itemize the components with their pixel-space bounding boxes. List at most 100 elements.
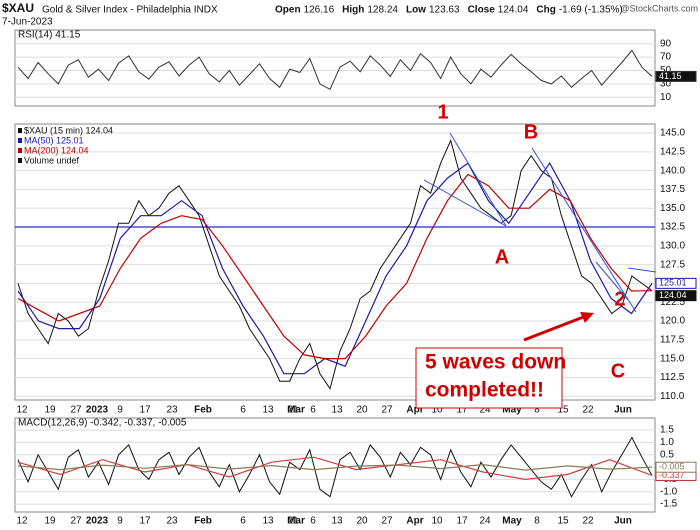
x-tick-label: 21 [287, 516, 299, 527]
x-tick-label: 8 [534, 405, 540, 416]
x-tick-label: Jun [614, 405, 632, 416]
x-tick-label: 15 [557, 405, 569, 416]
series-line [17, 139, 653, 390]
legend-swatch [18, 148, 22, 153]
x-tick-label: 20 [356, 405, 368, 416]
trend-line [595, 261, 629, 301]
quote-value: 124.04 [498, 5, 529, 16]
x-tick-label: 24 [479, 405, 491, 416]
x-tick-label: 23 [166, 516, 178, 527]
legend-entry: Volume undef [24, 155, 80, 165]
x-tick-label: Jun [614, 516, 632, 527]
quote-label: Low [406, 5, 426, 16]
y-tick-label: 140.0 [660, 165, 685, 176]
trend-line [449, 132, 507, 227]
value-tag [655, 277, 697, 289]
quote-label: Chg [536, 5, 555, 16]
quote-label: Close [468, 5, 496, 16]
wave-label: 2 [614, 288, 625, 310]
symbol: $XAU [2, 1, 34, 15]
quote-value: 126.16 [304, 5, 335, 16]
x-tick-label: 22 [582, 405, 594, 416]
index-name: Gold & Silver Index - Philadelphia INDX [42, 5, 218, 16]
x-tick-label: 22 [582, 516, 594, 527]
value-tag-label: -0.337 [659, 470, 685, 480]
x-tick-label: 8 [534, 516, 540, 527]
x-tick-label: 27 [70, 516, 82, 527]
wave-label: 1 [437, 101, 448, 123]
callout-text: completed!! [425, 379, 544, 402]
value-tag-label: 41.15 [659, 71, 682, 81]
x-tick-label: 20 [356, 516, 368, 527]
series-line [17, 173, 653, 360]
y-tick-label: 142.5 [660, 146, 685, 157]
y-tick-label: 0.5 [660, 449, 674, 460]
value-tag-label: 124.04 [659, 290, 687, 300]
y-tick-label: 117.5 [660, 334, 685, 345]
x-tick-label: 19 [44, 405, 56, 416]
legend-entry: MA(50) 125.01 [24, 135, 84, 145]
credit: @StockCharts.com [620, 3, 698, 13]
y-tick-label: 1.5 [660, 425, 674, 436]
value-tag [655, 290, 697, 302]
x-tick-label: 24 [479, 516, 491, 527]
series-line [17, 49, 653, 90]
x-tick-label: 6 [310, 405, 316, 416]
x-tick-label: 9 [117, 405, 123, 416]
x-tick-label: 27 [381, 405, 393, 416]
series-line [17, 436, 653, 498]
x-tick-label: 13 [331, 516, 343, 527]
x-tick-label: Feb [194, 405, 212, 416]
x-tick-label: 10 [431, 405, 443, 416]
y-tick-label: 90 [660, 38, 672, 49]
quote-value: 128.24 [367, 5, 398, 16]
legend-entry: $XAU (15 min) 124.04 [24, 125, 113, 135]
y-tick-label: 127.5 [660, 259, 685, 270]
x-tick-label: May [502, 405, 522, 416]
series-line [17, 161, 653, 375]
value-tag [655, 70, 697, 82]
legend-swatch [18, 138, 22, 143]
wave-label: A [495, 246, 509, 268]
x-tick-label: 13 [262, 516, 274, 527]
y-tick-label: 110.0 [660, 391, 685, 402]
y-tick-label: 122.5 [660, 297, 685, 308]
x-tick-label: 23 [166, 405, 178, 416]
callout-arrow [523, 314, 587, 342]
y-tick-label: 112.5 [660, 372, 685, 383]
legend-swatch [18, 158, 22, 163]
value-tag-label: -0.005 [659, 462, 685, 472]
trend-line [531, 147, 637, 313]
legend-swatch [18, 128, 22, 133]
y-tick-label: 115.0 [660, 353, 685, 364]
y-tick-label: 10 [660, 92, 672, 103]
y-tick-label: 120.0 [660, 316, 685, 327]
y-tick-label: 145.0 [660, 128, 685, 139]
x-tick-label: Apr [406, 516, 423, 527]
x-tick-label: 17 [139, 516, 151, 527]
x-tick-label: 6 [310, 516, 316, 527]
x-tick-label: 6 [240, 405, 246, 416]
y-tick-label: 50 [660, 65, 672, 76]
date: 7-Jun-2023 [2, 17, 53, 28]
x-tick-label: 19 [44, 516, 56, 527]
x-tick-label: Mar [287, 405, 305, 416]
x-tick-label: Feb [194, 516, 212, 527]
y-tick-label: 137.5 [660, 184, 685, 195]
quote-value: 123.63 [429, 5, 460, 16]
x-tick-label: 17 [139, 405, 151, 416]
x-tick-label: 12 [16, 405, 28, 416]
trend-line [627, 267, 657, 273]
wave-label: B [524, 121, 538, 143]
x-tick-label: 6 [240, 516, 246, 527]
series-line [17, 456, 653, 481]
y-tick-label: -1.5 [660, 499, 678, 510]
y-tick-label: 132.5 [660, 222, 685, 233]
macd-frame [14, 417, 656, 513]
x-tick-label: 9 [117, 516, 123, 527]
x-tick-label: 13 [262, 405, 274, 416]
x-tick-label: 27 [70, 405, 82, 416]
x-tick-label: 2023 [86, 405, 109, 416]
